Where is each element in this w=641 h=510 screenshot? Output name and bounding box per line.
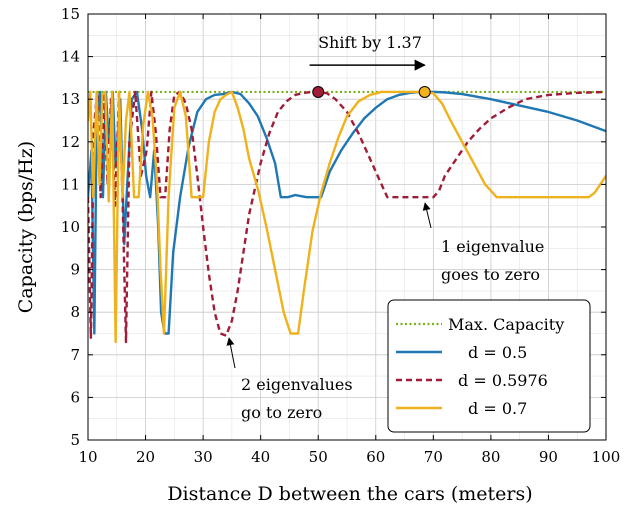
y-tick-label: 5	[70, 431, 80, 449]
x-tick-label: 80	[481, 448, 500, 466]
y-tick-label: 10	[61, 218, 80, 236]
peak-marker-2	[418, 85, 431, 98]
series-line-4	[88, 90, 606, 344]
x-tick-label: 40	[251, 448, 270, 466]
x-tick-label: 70	[424, 448, 443, 466]
legend-label-d-05976: d = 0.5976	[458, 371, 548, 390]
series-lines	[88, 90, 606, 344]
shift-annotation: Shift by 1.37	[318, 33, 422, 52]
y-tick-labels: 5 6 7 8 9 10 11 12 13 14 15	[61, 5, 606, 449]
y-tick-label: 11	[61, 175, 80, 193]
eigen1-annotation-line1: 1 eigenvalue	[441, 237, 544, 256]
y-tick-label: 12	[61, 133, 80, 151]
eigen1-pointer	[422, 202, 432, 229]
eigen2-annotation-line1: 2 eigenvalues	[241, 375, 353, 394]
legend: Max. Capacity d = 0.5 d = 0.5976 d = 0.7	[387, 299, 591, 433]
eigen2-annotation-line2: go to zero	[241, 403, 322, 422]
legend-box	[387, 299, 591, 433]
x-tick-labels: 10 20 30 40 50 60 70 80 90 100	[78, 14, 620, 466]
y-tick-label: 13	[61, 90, 80, 108]
y-tick-label: 6	[70, 388, 80, 406]
peak-marker-1	[312, 85, 325, 98]
eigen1-annotation-line2: goes to zero	[441, 265, 540, 284]
series-line-3	[88, 90, 606, 344]
x-tick-label: 60	[366, 448, 385, 466]
legend-label-d-07: d = 0.7	[468, 399, 527, 418]
x-tick-label: 10	[78, 448, 97, 466]
x-axis-title: Distance D between the cars (meters)	[167, 483, 532, 505]
y-tick-label: 9	[70, 261, 80, 279]
y-tick-label: 15	[61, 5, 80, 23]
y-tick-label: 14	[61, 48, 80, 66]
x-tick-label: 90	[539, 448, 558, 466]
x-tick-label: 50	[309, 448, 328, 466]
x-tick-label: 20	[136, 448, 155, 466]
legend-label-d-05: d = 0.5	[468, 343, 527, 362]
eigen2-pointer	[226, 337, 236, 369]
legend-label-max-capacity: Max. Capacity	[448, 315, 564, 334]
x-tick-label: 100	[592, 448, 621, 466]
x-tick-label: 30	[194, 448, 213, 466]
y-tick-label: 8	[70, 303, 80, 321]
peak-markers	[312, 85, 431, 98]
y-axis-title: Capacity (bps/Hz)	[15, 141, 37, 313]
y-tick-label: 7	[70, 346, 80, 364]
